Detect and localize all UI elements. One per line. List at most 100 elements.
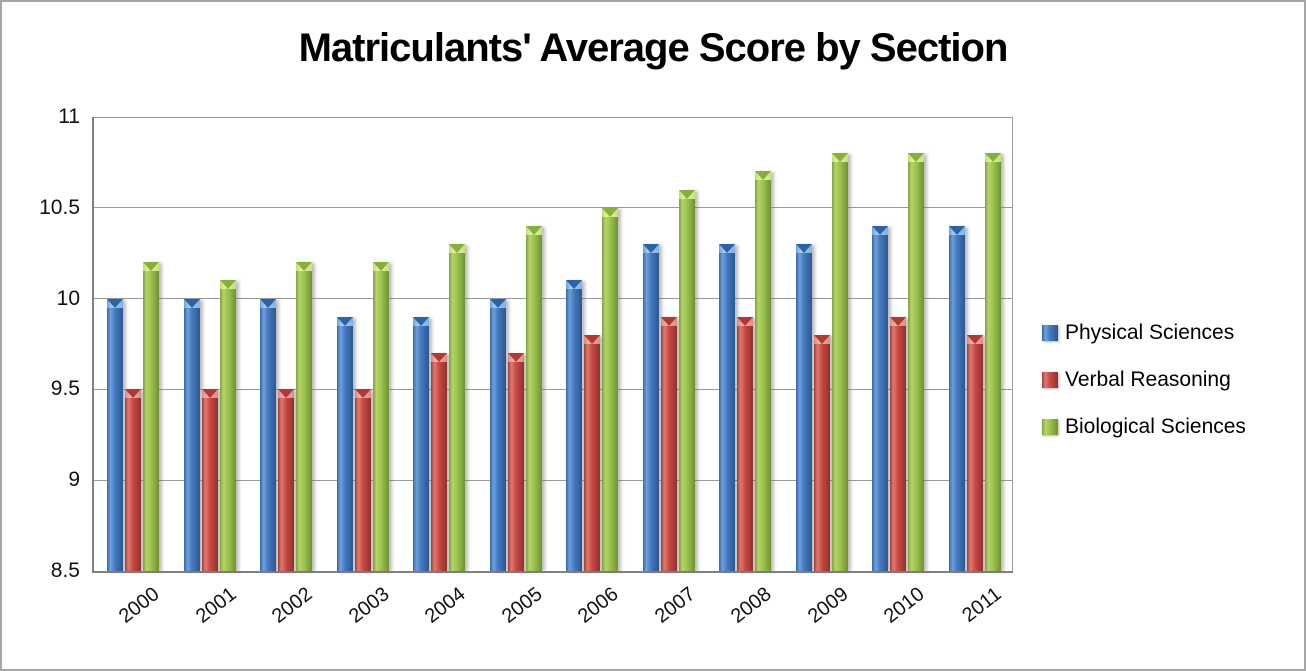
bar-bevel-notch-icon (413, 316, 429, 326)
bar-bevel-notch-icon (984, 153, 1001, 163)
bar-group (171, 117, 248, 571)
bar-biological-sciences-2004 (449, 244, 465, 571)
x-axis-label: 2001 (191, 583, 241, 628)
x-axis-label: 2006 (573, 583, 623, 628)
legend-marker-physical-sciences-icon (1042, 325, 1058, 341)
bar-bevel-notch-icon (107, 298, 123, 308)
bar-biological-sciences-2009 (831, 153, 848, 571)
bar-physical-sciences-2000 (107, 298, 123, 571)
x-axis-label: 2009 (803, 583, 853, 628)
bar-bevel-notch-icon (642, 244, 659, 254)
bar-bevel-notch-icon (219, 280, 236, 290)
gridline (94, 298, 1012, 300)
chart-title: Matriculants' Average Score by Section (298, 26, 1009, 70)
bar-biological-sciences-2010 (908, 153, 924, 571)
legend-item-biological-sciences: Biological Sciences (1042, 414, 1246, 440)
bar-group (247, 117, 324, 571)
bar-biological-sciences-2005 (525, 225, 542, 571)
bar-bevel-notch-icon (296, 262, 312, 272)
y-axis-label: 8.5 (50, 559, 80, 582)
bar-bevel-notch-icon (260, 298, 276, 308)
bar-group (706, 117, 783, 571)
legend-marker-verbal-reasoning-icon (1042, 372, 1058, 388)
y-axis-label: 9 (68, 468, 80, 492)
bar-verbal-reasoning-2011 (966, 334, 983, 571)
bar-verbal-reasoning-2010 (890, 316, 906, 571)
bar-group (783, 117, 860, 571)
gridline (94, 116, 1012, 118)
y-axis-label: 9.5 (50, 377, 80, 401)
bar-group (859, 117, 936, 571)
x-axis-label: 2005 (497, 583, 547, 628)
bar-bevel-notch-icon (813, 334, 830, 344)
bar-bevel-notch-icon (908, 153, 924, 163)
y-axis-label: 10 (56, 286, 80, 310)
bar-bevel-notch-icon (948, 225, 965, 235)
bar-verbal-reasoning-2007 (660, 316, 677, 571)
x-axis-label: 2010 (879, 583, 929, 628)
bar-bevel-notch-icon (431, 353, 447, 363)
bar-physical-sciences-2010 (872, 225, 888, 571)
bar-bevel-notch-icon (525, 225, 542, 235)
bar-group (94, 117, 171, 571)
bar-physical-sciences-2003 (336, 316, 353, 571)
bar-bevel-notch-icon (872, 225, 888, 235)
bar-physical-sciences-2009 (795, 244, 812, 571)
bar-physical-sciences-2001 (183, 298, 200, 571)
y-axis-label: 10.5 (39, 195, 80, 219)
bar-verbal-reasoning-2006 (584, 334, 600, 571)
bar-bevel-notch-icon (755, 171, 771, 181)
x-axis-label: 2007 (650, 583, 700, 628)
bar-verbal-reasoning-2000 (125, 389, 141, 571)
x-axis-label: 2003 (344, 583, 394, 628)
bar-biological-sciences-2003 (372, 262, 389, 571)
bar-bevel-notch-icon (278, 389, 294, 399)
bar-bevel-notch-icon (890, 316, 906, 326)
bar-group (324, 117, 401, 571)
bar-physical-sciences-2008 (719, 244, 735, 571)
legend-label: Biological Sciences (1065, 415, 1246, 438)
bar-verbal-reasoning-2001 (201, 389, 218, 571)
y-axis-label: 11 (58, 105, 80, 128)
bar-physical-sciences-2005 (489, 298, 506, 571)
bar-biological-sciences-2007 (678, 189, 695, 571)
x-axis-label: 2008 (726, 583, 776, 628)
bar-group (400, 117, 477, 571)
gridline (94, 479, 1012, 481)
legend-item-physical-sciences: Physical Sciences (1042, 320, 1246, 346)
legend: Physical Sciences Verbal Reasoning Biologi… (1042, 320, 1246, 461)
plot-area (92, 116, 1013, 573)
bar-bevel-notch-icon (678, 189, 695, 199)
bar-verbal-reasoning-2002 (278, 389, 294, 571)
bar-bevel-notch-icon (737, 316, 753, 326)
x-axis-label: 2011 (957, 583, 1006, 627)
bar-bevel-notch-icon (143, 262, 159, 272)
bar-verbal-reasoning-2009 (813, 334, 830, 571)
x-axis-label: 2004 (420, 583, 470, 628)
bar-biological-sciences-2008 (755, 171, 771, 571)
gridline (94, 388, 1012, 390)
bar-bevel-notch-icon (449, 244, 465, 254)
bar-biological-sciences-2000 (143, 262, 159, 571)
bar-verbal-reasoning-2008 (737, 316, 753, 571)
x-axis-label: 2002 (267, 583, 317, 628)
bar-bevel-notch-icon (125, 389, 141, 399)
bar-bevel-notch-icon (336, 316, 353, 326)
x-axis-label: 2000 (114, 583, 164, 628)
bar-physical-sciences-2011 (948, 225, 965, 571)
legend-label: Physical Sciences (1065, 321, 1235, 344)
bar-bevel-notch-icon (660, 316, 677, 326)
bar-bevel-notch-icon (966, 334, 983, 344)
legend-label: Verbal Reasoning (1065, 368, 1231, 391)
bar-bevel-notch-icon (354, 389, 371, 399)
bar-biological-sciences-2001 (219, 280, 236, 571)
bar-verbal-reasoning-2003 (354, 389, 371, 571)
bar-bevel-notch-icon (719, 244, 735, 254)
bar-physical-sciences-2002 (260, 298, 276, 571)
legend-marker-biological-sciences-icon (1042, 419, 1058, 435)
bar-bevel-notch-icon (372, 262, 389, 272)
bar-bevel-notch-icon (489, 298, 506, 308)
bar-physical-sciences-2007 (642, 244, 659, 571)
bar-biological-sciences-2002 (296, 262, 312, 571)
